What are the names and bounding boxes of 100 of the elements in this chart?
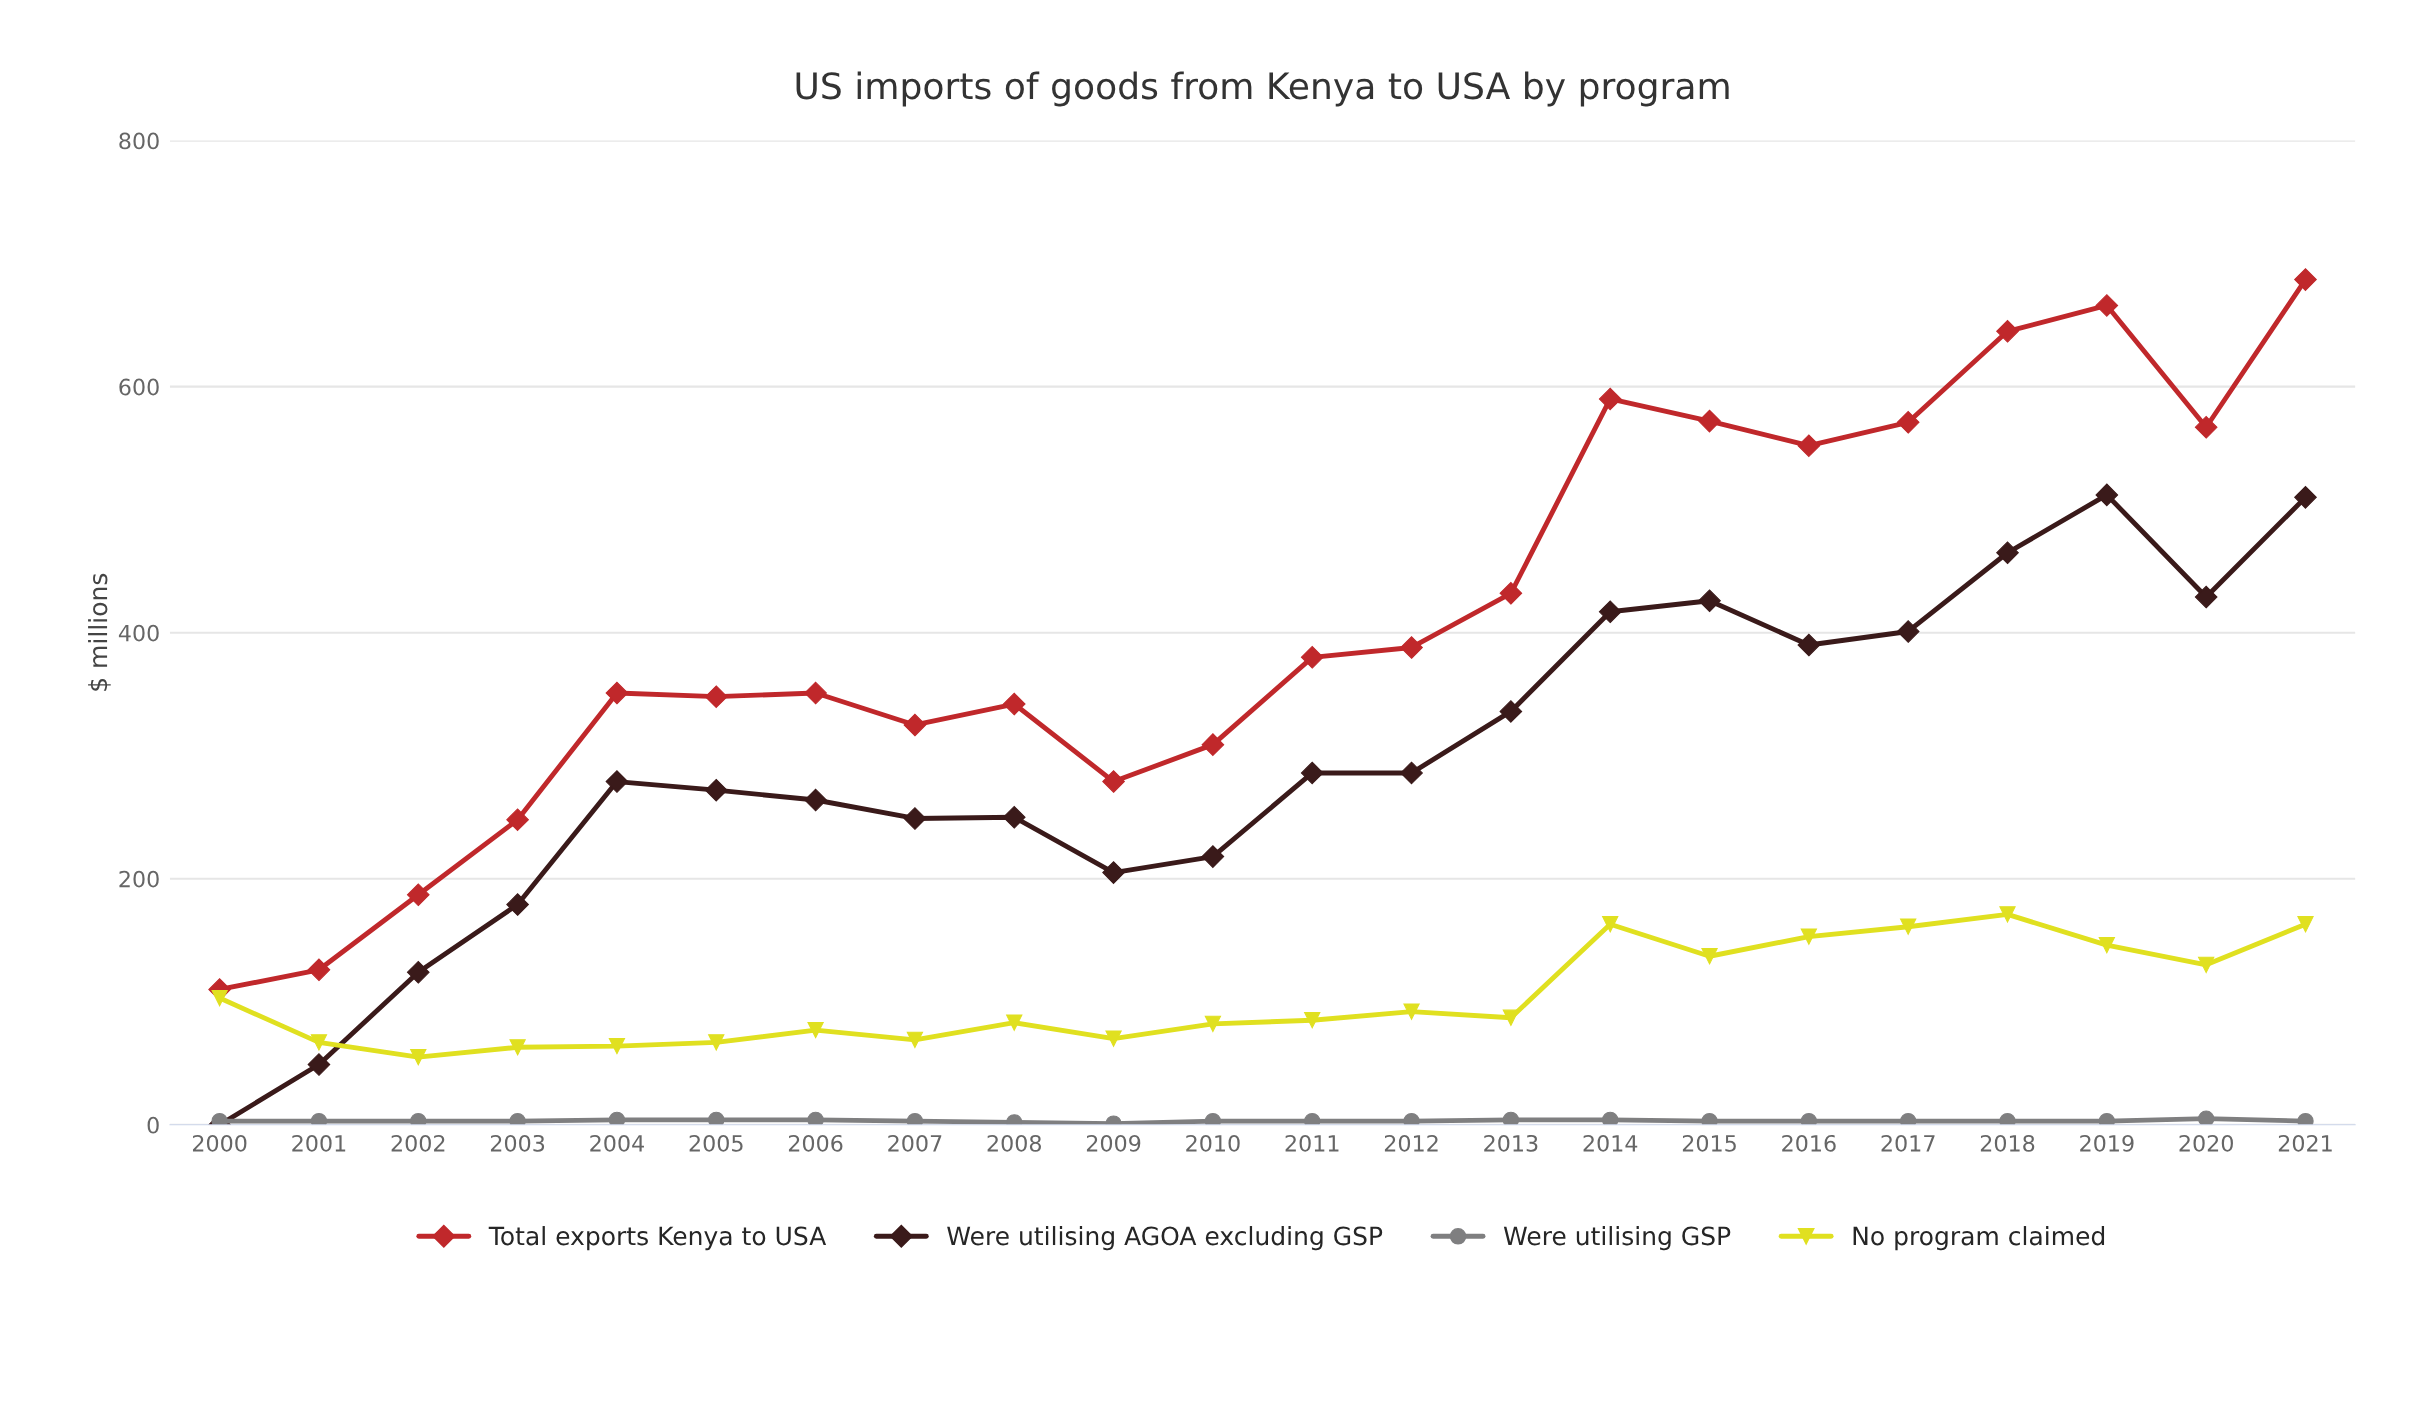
x-tick-label: 2016 xyxy=(1782,1134,1836,1152)
x-tick-label: 2008 xyxy=(987,1134,1041,1152)
point xyxy=(1896,411,1920,434)
point xyxy=(807,1111,824,1125)
x-tick-label: 2013 xyxy=(1484,1134,1538,1152)
point xyxy=(1499,700,1523,723)
x-tick-label: 2007 xyxy=(888,1134,942,1152)
point xyxy=(1403,1003,1420,1020)
point xyxy=(1701,948,1718,965)
x-tick-label: 2019 xyxy=(2080,1134,2134,1152)
point xyxy=(2294,268,2317,291)
point xyxy=(1598,600,1622,624)
x-tick-label: 2020 xyxy=(2179,1134,2233,1152)
point xyxy=(2294,486,2317,509)
point xyxy=(804,788,827,812)
point xyxy=(1102,770,1125,793)
point xyxy=(2198,956,2215,974)
point xyxy=(1896,620,1920,643)
point xyxy=(605,681,629,705)
point xyxy=(1800,928,1818,945)
x-tick-label: 2004 xyxy=(590,1134,644,1152)
point xyxy=(1102,861,1125,884)
x-tick-label: 2018 xyxy=(1980,1134,2035,1152)
point xyxy=(406,960,430,984)
point xyxy=(605,770,629,793)
x-tick-label: 2021 xyxy=(2278,1134,2332,1152)
point xyxy=(708,1034,725,1051)
y-tick-label: 0 xyxy=(147,1116,159,1134)
point xyxy=(2198,1110,2215,1125)
y-tick-label: 600 xyxy=(119,378,159,396)
point xyxy=(509,1039,526,1056)
point xyxy=(2095,294,2119,317)
point xyxy=(2098,937,2116,954)
point xyxy=(1797,434,1821,458)
point xyxy=(410,1048,427,1066)
point xyxy=(310,1034,328,1051)
point xyxy=(1602,1111,1619,1125)
point xyxy=(807,1021,824,1039)
point xyxy=(1002,805,1026,829)
x-tick-label: 2014 xyxy=(1583,1134,1638,1152)
legend-label: No program claimed xyxy=(1853,1226,2105,1251)
point xyxy=(708,1111,725,1125)
point xyxy=(1996,541,2019,565)
x-tick-label: 2003 xyxy=(490,1134,545,1152)
point xyxy=(906,1031,924,1049)
point xyxy=(1006,1014,1023,1031)
y-tick-label: 800 xyxy=(119,132,159,150)
y-tick-label: 400 xyxy=(118,624,159,642)
point xyxy=(2194,585,2218,609)
point xyxy=(608,1111,626,1125)
x-tick-label: 2015 xyxy=(1682,1134,1736,1152)
x-tick-label: 2000 xyxy=(192,1134,247,1152)
point xyxy=(1602,916,1619,933)
point xyxy=(704,685,728,708)
point xyxy=(1499,582,1523,605)
point xyxy=(804,681,827,705)
point xyxy=(506,808,529,832)
point xyxy=(1400,636,1423,659)
chart-title: US imports of goods from Kenya to USA by program xyxy=(796,71,1729,107)
point xyxy=(1204,1015,1222,1033)
legend-label: Were utilising AGOA excluding GSP xyxy=(947,1226,1383,1251)
point xyxy=(608,1037,626,1055)
point xyxy=(1304,1012,1321,1029)
point xyxy=(506,893,529,916)
x-tick-label: 2009 xyxy=(1086,1134,1141,1152)
point xyxy=(307,958,331,982)
x-tick-label: 2012 xyxy=(1384,1134,1438,1152)
point xyxy=(2194,415,2218,439)
point xyxy=(1999,906,2016,923)
point xyxy=(1400,761,1423,785)
point xyxy=(2095,483,2119,507)
x-tick-label: 2001 xyxy=(292,1134,346,1152)
x-tick-label: 2017 xyxy=(1881,1134,1935,1152)
point xyxy=(1201,733,1225,756)
point xyxy=(1201,845,1225,868)
point xyxy=(1698,589,1721,613)
y-tick-label: 200 xyxy=(119,870,159,888)
point xyxy=(903,807,927,830)
point xyxy=(704,778,728,802)
point xyxy=(1598,387,1622,411)
x-tick-label: 2005 xyxy=(689,1134,743,1152)
point xyxy=(1502,1111,1520,1125)
y-axis-title: $ millions xyxy=(88,573,111,691)
point xyxy=(307,1053,331,1076)
x-tick-label: 2002 xyxy=(391,1134,445,1152)
x-tick-label: 2010 xyxy=(1186,1134,1240,1152)
legend-label: Total exports Kenya to USA xyxy=(488,1226,827,1251)
point xyxy=(903,713,927,737)
point xyxy=(1797,633,1821,657)
point xyxy=(1105,1030,1122,1047)
point xyxy=(1996,319,2019,343)
point xyxy=(1300,761,1324,785)
point xyxy=(406,883,430,907)
x-tick-label: 2011 xyxy=(1285,1134,1339,1152)
point xyxy=(211,989,228,1007)
legend-label: Were utilising GSP xyxy=(1503,1226,1731,1251)
point xyxy=(2297,916,2314,933)
point xyxy=(1900,918,1917,935)
point xyxy=(1698,409,1721,433)
point xyxy=(1002,692,1026,716)
